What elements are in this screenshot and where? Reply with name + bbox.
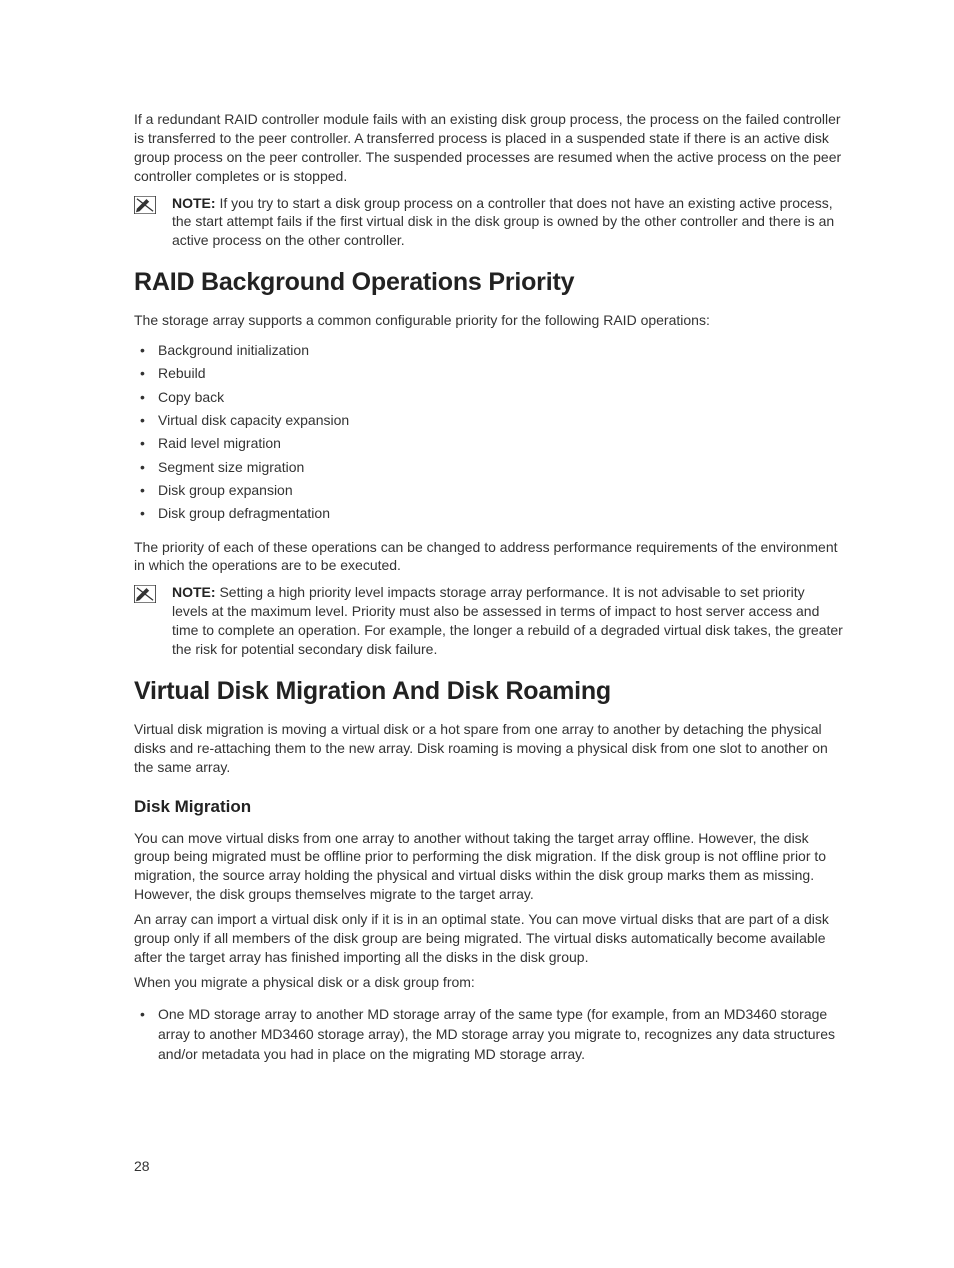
- note-body: If you try to start a disk group process…: [172, 195, 834, 249]
- note-1-text: NOTE: If you try to start a disk group p…: [172, 194, 844, 251]
- list-item: Copy back: [134, 387, 844, 407]
- pencil-note-icon: [134, 585, 158, 603]
- heading-vdisk-migration: Virtual Disk Migration And Disk Roaming: [134, 677, 844, 706]
- note-block-1: NOTE: If you try to start a disk group p…: [134, 194, 844, 251]
- note-2-text: NOTE: Setting a high priority level impa…: [172, 583, 844, 659]
- list-item: Virtual disk capacity expansion: [134, 410, 844, 430]
- section1-intro: The storage array supports a common conf…: [134, 311, 844, 330]
- note-label: NOTE:: [172, 195, 216, 211]
- list-item: Raid level migration: [134, 433, 844, 453]
- section2-intro: Virtual disk migration is moving a virtu…: [134, 720, 844, 777]
- disk-migration-p2: An array can import a virtual disk only …: [134, 910, 844, 967]
- list-item: Rebuild: [134, 363, 844, 383]
- list-item: One MD storage array to another MD stora…: [134, 1004, 844, 1065]
- list-item: Segment size migration: [134, 457, 844, 477]
- note-body: Setting a high priority level impacts st…: [172, 584, 843, 657]
- intro-paragraph: If a redundant RAID controller module fa…: [134, 110, 844, 186]
- note-block-2: NOTE: Setting a high priority level impa…: [134, 583, 844, 659]
- subheading-disk-migration: Disk Migration: [134, 797, 844, 817]
- page-number: 28: [134, 1158, 150, 1174]
- list-item: Disk group defragmentation: [134, 503, 844, 523]
- list-item: Disk group expansion: [134, 480, 844, 500]
- disk-migration-p1: You can move virtual disks from one arra…: [134, 829, 844, 905]
- disk-migration-p3: When you migrate a physical disk or a di…: [134, 973, 844, 992]
- list-item: Background initialization: [134, 340, 844, 360]
- document-page: If a redundant RAID controller module fa…: [0, 0, 954, 1139]
- note-label: NOTE:: [172, 584, 216, 600]
- raid-ops-list: Background initialization Rebuild Copy b…: [134, 340, 844, 523]
- section1-after: The priority of each of these operations…: [134, 538, 844, 576]
- pencil-note-icon: [134, 196, 158, 214]
- heading-raid-ops: RAID Background Operations Priority: [134, 268, 844, 297]
- migration-list: One MD storage array to another MD stora…: [134, 1004, 844, 1065]
